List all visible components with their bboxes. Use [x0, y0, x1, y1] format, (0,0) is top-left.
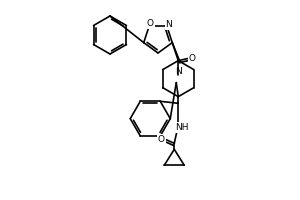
Text: N: N [165, 20, 172, 29]
Text: O: O [189, 54, 196, 63]
Text: N: N [175, 67, 181, 76]
Text: NH: NH [176, 123, 189, 132]
Text: O: O [158, 135, 165, 144]
Text: O: O [147, 19, 154, 28]
